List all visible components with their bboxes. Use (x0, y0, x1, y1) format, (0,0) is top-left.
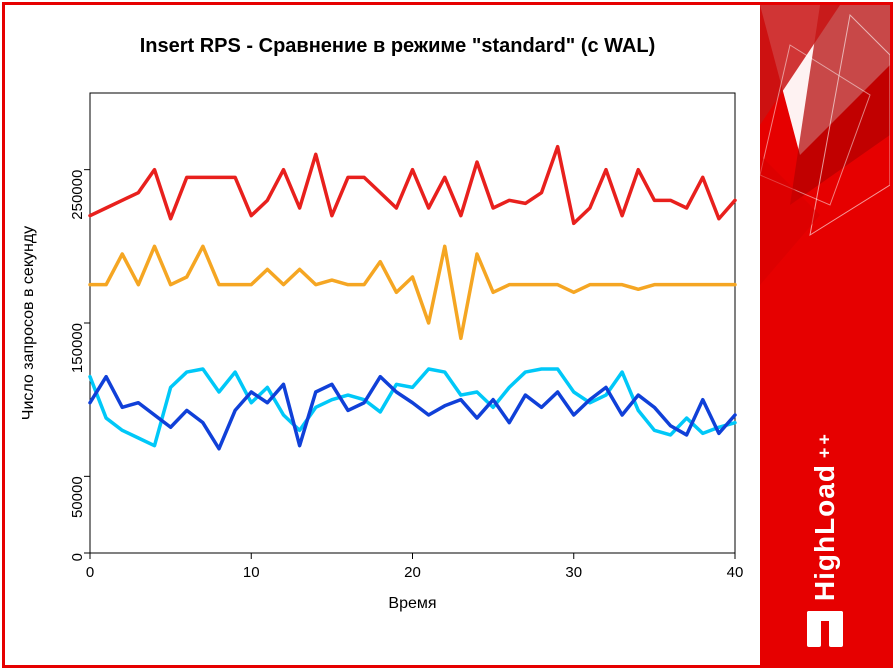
svg-text:50000: 50000 (69, 476, 86, 518)
svg-text:250000: 250000 (69, 170, 86, 220)
brand-name: HighLoad (809, 464, 841, 601)
svg-text:0: 0 (69, 553, 86, 561)
svg-text:20: 20 (404, 564, 421, 581)
chart-panel: Insert RPS - Сравнение в режиме "standar… (5, 5, 760, 665)
chart-plot: 0 50000 150000 250000 Число запросов в секун… (15, 83, 740, 623)
brand-sidebar: HighLoad ++ (760, 5, 890, 665)
svg-text:30: 30 (565, 564, 582, 581)
svg-text:Время: Время (388, 595, 436, 612)
brand-glyph-icon (807, 611, 843, 647)
svg-text:40: 40 (727, 564, 744, 581)
brand-logo-text: HighLoad ++ (809, 431, 841, 601)
svg-text:0: 0 (86, 564, 94, 581)
svg-text:150000: 150000 (69, 323, 86, 373)
chart-svg: 0 50000 150000 250000 Число запросов в секун… (15, 83, 755, 623)
sidebar-decoration (760, 5, 890, 305)
chart-title: Insert RPS - Сравнение в режиме "standar… (55, 35, 740, 58)
brand-suffix: ++ (815, 431, 836, 458)
svg-text:Число запросов в секунду: Число запросов в секунду (20, 226, 37, 420)
svg-text:10: 10 (243, 564, 260, 581)
